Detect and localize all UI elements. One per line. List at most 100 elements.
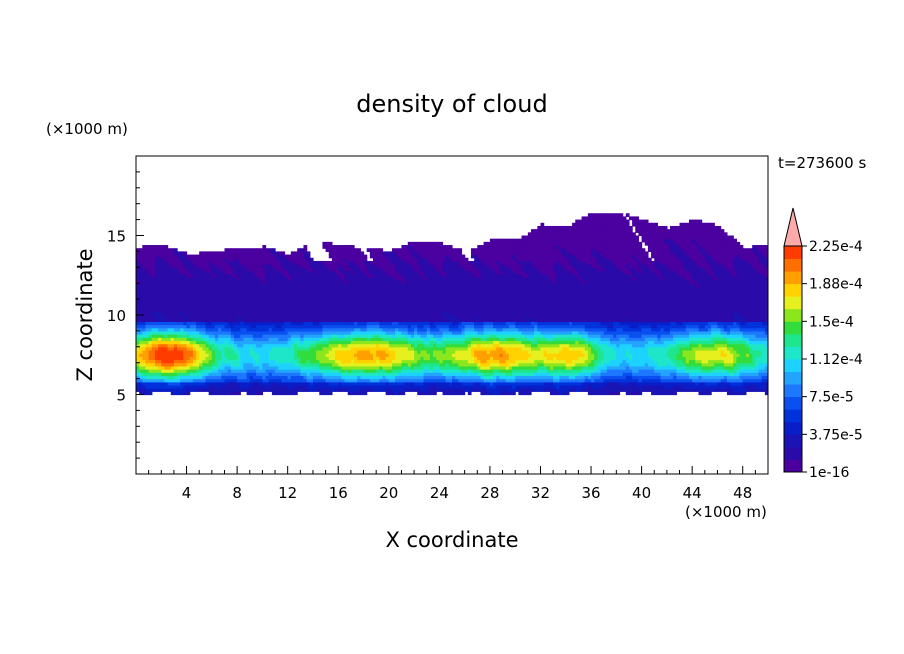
density-cell (404, 245, 409, 249)
density-cell (246, 337, 251, 342)
density-cell (233, 308, 238, 313)
density-cell (350, 327, 355, 332)
density-cell (328, 302, 333, 307)
density-cell (395, 276, 399, 281)
density-cell (173, 318, 178, 322)
density-cell (300, 330, 305, 335)
density-cell (458, 283, 463, 287)
density-cell (420, 353, 425, 357)
density-cell (275, 311, 279, 316)
density-cell (297, 289, 301, 294)
density-cell (477, 327, 482, 332)
density-cell (335, 346, 339, 351)
density-cell (170, 362, 175, 367)
density-cell (294, 302, 298, 307)
density-cell (208, 260, 213, 265)
density-cell (183, 381, 188, 386)
density-cell (139, 318, 143, 322)
density-cell (303, 264, 308, 268)
density-cell (158, 254, 162, 259)
density-cell (189, 330, 194, 335)
density-cell (237, 369, 241, 373)
density-cell (407, 267, 412, 272)
density-cell (259, 267, 263, 272)
density-cell (448, 254, 453, 259)
density-cell (331, 245, 336, 249)
density-cell (420, 254, 425, 259)
density-cell (344, 260, 349, 265)
density-cell (369, 381, 374, 386)
density-cell (183, 343, 188, 348)
density-cell (331, 384, 336, 389)
density-cell (154, 251, 159, 256)
density-cell (224, 343, 229, 348)
density-cell (202, 334, 207, 338)
density-cell (436, 299, 440, 303)
density-cell (154, 254, 159, 259)
density-cell (385, 349, 390, 354)
density-cell (385, 305, 390, 310)
density-cell (265, 311, 270, 316)
density-cell (470, 280, 475, 284)
density-cell (281, 251, 286, 256)
density-cell (382, 337, 387, 342)
density-cell (391, 324, 396, 329)
density-cell (218, 305, 222, 310)
density-cell (303, 270, 308, 275)
density-cell (154, 280, 159, 284)
density-cell (183, 264, 188, 268)
density-cell (350, 295, 355, 300)
density-cell (309, 321, 314, 326)
density-cell (252, 365, 257, 370)
density-cell (265, 356, 270, 361)
density-cell (215, 384, 219, 389)
density-cell (325, 241, 330, 246)
density-cell (192, 295, 197, 300)
density-cell (240, 369, 245, 373)
density-cell (202, 302, 207, 307)
density-cell (379, 372, 384, 377)
density-cell (445, 280, 450, 284)
density-cell (303, 305, 308, 310)
density-cell (158, 356, 162, 361)
density-cell (170, 337, 175, 342)
density-cell (290, 283, 295, 287)
density-cell (199, 280, 203, 284)
density-cell (294, 299, 298, 303)
density-cell (252, 267, 257, 272)
density-cell (452, 289, 456, 294)
density-cell (297, 343, 301, 348)
density-cell (429, 356, 434, 361)
density-cell (142, 273, 147, 278)
density-cell (341, 381, 346, 386)
density-cell (177, 260, 181, 265)
density-cell (158, 369, 162, 373)
density-cell (142, 260, 147, 265)
density-cell (148, 315, 153, 319)
density-cell (319, 388, 324, 392)
density-cell (319, 362, 324, 367)
density-cell (227, 334, 232, 338)
density-cell (373, 299, 377, 303)
density-cell (192, 381, 197, 386)
density-cell (480, 381, 485, 386)
density-cell (271, 321, 276, 326)
density-cell (237, 292, 241, 297)
density-cell (467, 302, 472, 307)
density-cell (309, 384, 314, 389)
density-cell (341, 295, 346, 300)
density-cell (442, 299, 447, 303)
density-cell (350, 283, 355, 287)
density-cell (306, 384, 311, 389)
density-cell (205, 318, 210, 322)
density-cell (218, 311, 222, 316)
density-cell (448, 359, 453, 364)
density-cell (306, 343, 311, 348)
density-cell (205, 388, 210, 392)
density-cell (410, 295, 415, 300)
density-cell (303, 280, 308, 284)
density-cell (290, 340, 295, 345)
density-cell (347, 384, 352, 389)
density-cell (167, 283, 172, 287)
density-cell (224, 375, 229, 380)
